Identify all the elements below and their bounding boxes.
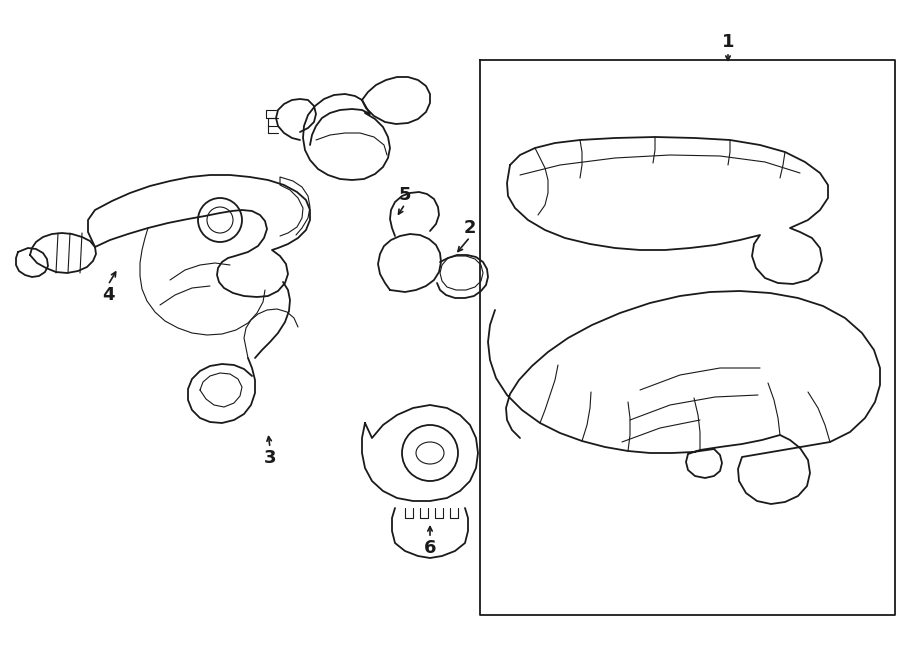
Text: 5: 5 bbox=[399, 186, 411, 204]
Text: 6: 6 bbox=[424, 539, 436, 557]
Text: 2: 2 bbox=[464, 219, 476, 237]
Text: 4: 4 bbox=[102, 286, 114, 304]
Text: 1: 1 bbox=[722, 33, 734, 51]
Text: 3: 3 bbox=[264, 449, 276, 467]
